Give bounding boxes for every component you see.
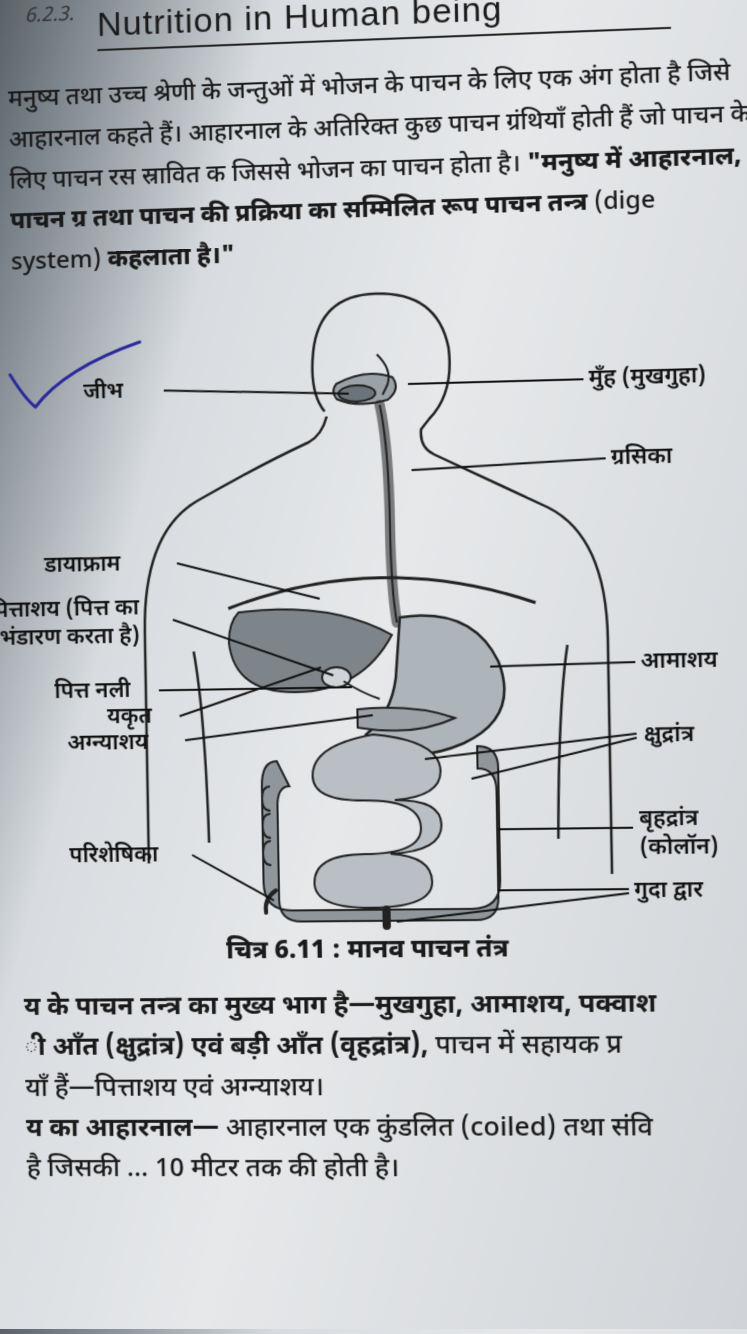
label-esophagus: ग्रसिका	[611, 442, 673, 473]
p2-g: है जिसकी … 10 मीटर तक की होती है।	[26, 1153, 399, 1187]
label-largeintestine-a: बृहद्रांत्र	[639, 804, 699, 834]
label-gallbladder-a: पित्ताशय (पित्त का	[0, 594, 139, 626]
label-smallintestine: क्षुद्रांत्र	[644, 720, 695, 750]
label-anus: गुदा द्वार	[634, 876, 703, 906]
page-heading: Nutrition in Human being	[97, 0, 671, 51]
label-gallbladder-b: भंडारण करता है)	[0, 622, 140, 654]
p2-c: पाचन में सहायक प्र	[435, 1029, 622, 1064]
textbook-page: 6.2.3. Nutrition in Human being मनुष्य त…	[0, 0, 747, 1334]
label-tongue: जीभ	[83, 378, 123, 408]
p2-f: आहारनाल एक कुंडलित (coiled) तथा संवि	[225, 1112, 653, 1147]
p2-a: य के पाचन तन्त्र का मुख्य भाग है—मुखगुहा…	[24, 988, 657, 1026]
p1-d: जिससे भोजन का पाचन होता है।	[232, 148, 528, 191]
label-pancreas: अग्न्याशय	[67, 729, 148, 759]
p1-h: system)	[11, 245, 108, 280]
label-mouth: मुँह (मुखगुहा)	[588, 362, 706, 395]
section-number: 6.2.3.	[24, 3, 74, 31]
p2-b: ी आँत (क्षुद्रांत्र) एवं बड़ी आँत (वृहद्…	[24, 1030, 435, 1066]
p1-g: (dige	[594, 185, 656, 220]
label-appendix: परिशेषिका	[69, 841, 158, 871]
intro-paragraph: मनुष्य तथा उच्च श्रेणी के जन्तुओं में भो…	[8, 52, 747, 285]
label-diaphragm: डायाफ्राम	[44, 550, 121, 581]
label-stomach: आमाशय	[640, 646, 718, 677]
figure-caption: चित्र 6.11 : मानव पाचन तंत्र	[23, 933, 719, 971]
p2-e: य का आहारनाल—	[26, 1113, 219, 1147]
bottom-paragraph: य के पाचन तन्त्र का मुख्य भाग है—मुखगुहा…	[24, 984, 747, 1191]
p1-f: तथा पाचन की प्रक्रिया का सम्मिलित रूप पा…	[92, 187, 594, 236]
p2-d: याँ हैं—पित्ताशय एवं अग्न्याशय।	[25, 1072, 324, 1107]
p1-i: कहलाता है।"	[107, 241, 234, 277]
digestive-system-diagram: जीभ डायाफ्राम पित्ताशय (पित्त का भंडारण …	[12, 273, 740, 935]
label-largeintestine-b: (कोलॉन)	[639, 833, 718, 864]
